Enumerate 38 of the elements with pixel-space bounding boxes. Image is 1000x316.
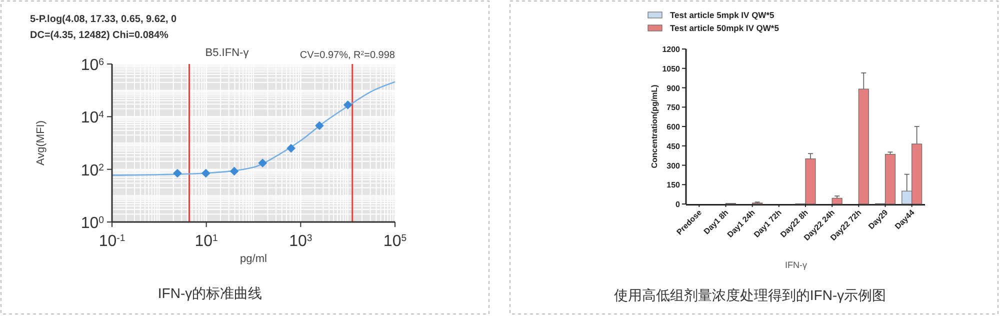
text: DC=(4.35, 12482) Chi=0.084% — [30, 30, 169, 41]
y-tick-label: 10$^{6}$ — [80, 56, 104, 74]
point — [315, 121, 324, 130]
chart-title: B5.IFN-γ — [205, 47, 250, 59]
point — [230, 166, 239, 176]
legend-label: Test article 50mpk IV QW*5 — [670, 23, 780, 33]
x-tick-label: 10$^{5}$ — [383, 232, 407, 250]
y-tick-label: 10$^{4}$ — [80, 109, 105, 127]
point — [173, 168, 182, 178]
x-axis-title: pg/ml — [240, 253, 267, 265]
y-tick-label: 10$^{0}$ — [80, 214, 104, 232]
point — [201, 168, 210, 178]
text: CV=0.97%, R$^{2}$=0.998 — [300, 50, 396, 61]
text: 5-P.log(4.08, 17.33, 0.65, 9.62, 0 — [30, 14, 178, 25]
point — [343, 100, 352, 110]
text: IFN-γ的标准曲线 — [158, 285, 262, 301]
x-axis-title: IFN-γ — [785, 260, 808, 270]
y-tick-label: 0 — [676, 200, 681, 209]
point — [286, 144, 296, 153]
legend-label: Test article 5mpk IV QW*5 — [670, 10, 775, 20]
bar — [858, 88, 869, 204]
x-tick-label: 10$^{-1}$ — [98, 232, 126, 250]
y-tick-label: 900 — [666, 84, 681, 93]
y-axis-title: Concentration(pg/mL) — [650, 84, 659, 168]
y-tick-label: 300 — [666, 161, 681, 170]
y-tick-label: 1050 — [662, 64, 681, 74]
y-tick-label: 600 — [666, 122, 681, 132]
y-axis-title: Avg(MFI) — [35, 120, 47, 166]
bar — [832, 198, 842, 204]
y-tick-label: 450 — [666, 142, 681, 151]
x-tick-label: 10$^{1}$ — [194, 232, 218, 250]
y-tick-label: 750 — [666, 103, 681, 112]
x-tick-label: 10$^{3}$ — [289, 232, 312, 250]
y-tick-label: 10$^{2}$ — [80, 162, 104, 180]
point — [258, 158, 268, 168]
text: 使用高低组剂量浓度处理得到的IFN-γ示例图 — [614, 287, 886, 303]
y-tick-label: 150 — [666, 180, 681, 190]
y-tick-label: 1200 — [662, 45, 681, 54]
